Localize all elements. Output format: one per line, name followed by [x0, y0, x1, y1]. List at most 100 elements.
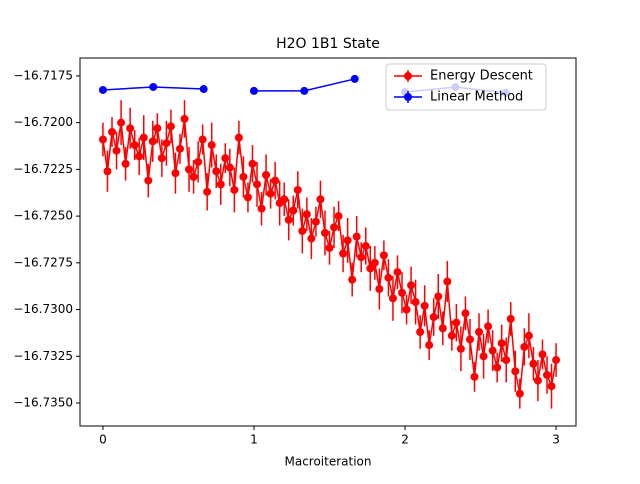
marker [225, 163, 234, 172]
marker [203, 187, 212, 196]
marker [271, 176, 280, 185]
marker [135, 152, 144, 161]
marker [98, 85, 107, 94]
y-tick-label: −16.7350 [13, 396, 73, 410]
legend-label: Energy Descent [430, 69, 533, 84]
marker [189, 172, 198, 181]
marker [108, 128, 117, 137]
marker [398, 288, 407, 297]
marker [411, 298, 420, 307]
y-tick-label: −16.7325 [13, 349, 73, 363]
marker [461, 309, 470, 318]
marker [293, 185, 302, 194]
marker [180, 114, 189, 123]
marker [330, 223, 339, 232]
marker [529, 359, 538, 368]
marker [298, 227, 307, 236]
marker [502, 356, 511, 365]
marker [484, 322, 493, 331]
marker [348, 275, 357, 284]
marker [162, 139, 171, 148]
marker [185, 165, 194, 174]
marker [488, 346, 497, 355]
marker [221, 154, 230, 163]
x-tick-label: 1 [250, 433, 258, 447]
marker [212, 167, 221, 176]
marker [300, 86, 309, 95]
y-tick-label: −16.7300 [13, 302, 73, 316]
marker [334, 212, 343, 221]
marker [479, 352, 488, 361]
marker [307, 234, 316, 243]
marker [465, 335, 474, 344]
marker [257, 204, 266, 213]
x-axis-label: Macroiteration [284, 455, 371, 469]
marker [284, 215, 293, 224]
y-tick-label: −16.7275 [13, 255, 73, 269]
marker [289, 206, 298, 215]
marker [194, 157, 203, 166]
marker [438, 324, 447, 333]
x-tick-label: 2 [401, 433, 409, 447]
marker [416, 327, 425, 336]
marker [320, 228, 329, 237]
y-tick-label: −16.7225 [13, 162, 73, 176]
marker [366, 264, 375, 273]
marker [302, 210, 311, 219]
marker [339, 249, 348, 258]
marker [456, 344, 465, 353]
marker [370, 258, 379, 267]
marker [280, 195, 289, 204]
x-tick-label: 0 [99, 433, 107, 447]
marker [379, 251, 388, 260]
marker [149, 82, 158, 91]
marker [249, 86, 258, 95]
y-tick-label: −16.7200 [13, 115, 73, 129]
marker [470, 372, 479, 381]
y-tick-label: −16.7250 [13, 209, 73, 223]
marker [248, 159, 257, 168]
legend-marker [404, 93, 412, 101]
marker [239, 172, 248, 181]
marker [511, 367, 520, 376]
marker [157, 154, 166, 163]
marker [402, 305, 411, 314]
legend-label: Linear Method [430, 90, 523, 105]
marker [121, 159, 130, 168]
marker [520, 342, 529, 351]
marker [243, 193, 252, 202]
marker [375, 285, 384, 294]
marker [407, 281, 416, 290]
marker [497, 339, 506, 348]
marker [515, 389, 524, 398]
marker [429, 313, 438, 322]
marker [538, 350, 547, 359]
marker [316, 195, 325, 204]
marker [552, 356, 561, 365]
marker [253, 180, 262, 189]
marker [153, 124, 162, 133]
marker [425, 341, 434, 350]
marker [393, 268, 402, 277]
marker [543, 370, 552, 379]
marker [443, 277, 452, 286]
marker [117, 118, 126, 127]
marker [199, 85, 208, 94]
marker [533, 376, 542, 385]
marker [148, 137, 157, 146]
marker [175, 144, 184, 153]
marker [547, 382, 556, 391]
x-tick-label: 3 [552, 433, 560, 447]
marker [126, 124, 135, 133]
marker [420, 301, 429, 310]
marker [230, 185, 239, 194]
plot-frame [79, 57, 577, 427]
marker [112, 146, 121, 155]
marker [350, 74, 359, 83]
marker [447, 331, 456, 340]
marker [98, 135, 107, 144]
marker [266, 189, 275, 198]
legend-box [385, 63, 547, 111]
legend-marker [404, 72, 412, 80]
marker [357, 253, 366, 262]
